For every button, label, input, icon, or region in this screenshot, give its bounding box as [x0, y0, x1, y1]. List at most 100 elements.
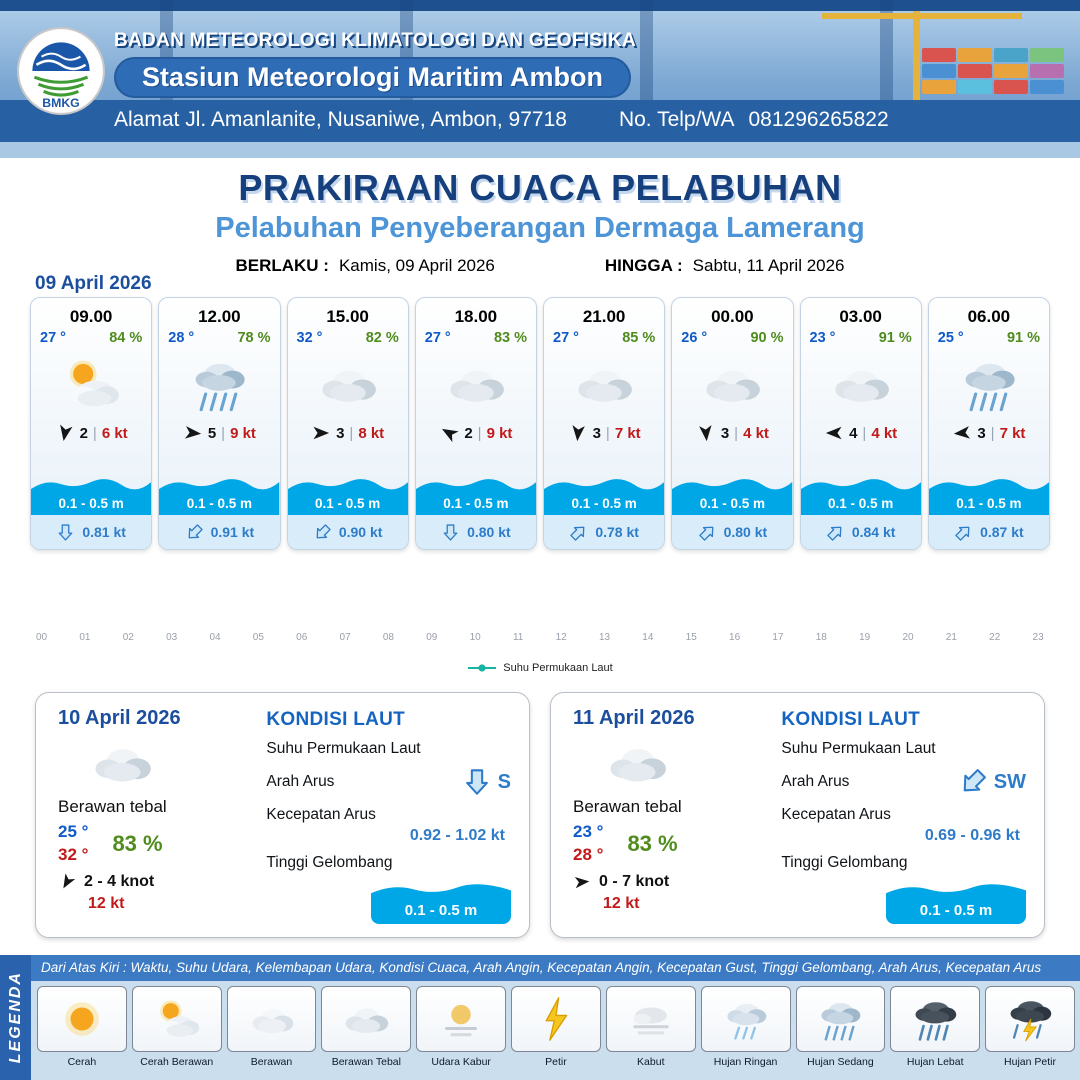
wave-band: 0.1 - 0.5 m — [159, 469, 280, 515]
bmkg-logo-icon: BMKG — [16, 26, 106, 116]
current-speed-value: 0.81 kt — [82, 524, 126, 540]
temperature-range: 23 ° 28 ° — [573, 821, 603, 867]
current-speed-value: 0.84 kt — [851, 524, 896, 540]
forecast-time: 21.00 — [582, 307, 626, 326]
wind-speed-value: 4 kt — [871, 424, 898, 442]
sst-chart: 00 01 02 03 04 05 06 07 08 09 10 11 12 13 14 15 16 17 18 19… — [30, 560, 1050, 690]
wind-speed-value: 9 kt — [486, 424, 513, 442]
hour-tick: 08 — [382, 632, 394, 643]
valid-to-label: HINGGA : — [604, 256, 683, 275]
header: BMKG BADAN METEOROLOGI KLIMATOLOGI DAN G… — [0, 0, 1080, 158]
humidity-value: 82 % — [365, 330, 399, 346]
wind-direction-icon — [436, 419, 463, 446]
wind-force-value: 5 — [207, 424, 217, 442]
sea-condition-heading: KONDISI LAUT — [266, 709, 406, 730]
humidity-value: 85 % — [622, 330, 656, 346]
legend-icon-box — [416, 986, 507, 1052]
legend-item-label: Hujan Sedang — [807, 1056, 874, 1068]
temp-humidity-block: 23 ° 28 ° 83 % — [573, 821, 781, 867]
hourly-forecast-card: 09.00 27 ° 84 % 2 | 6 kt 0.1 - 0.5 m — [30, 297, 153, 550]
current-speed-row: Kecepatan Arus — [266, 806, 511, 824]
address-text: Alamat Jl. Amanlanite, Nusaniwe, Ambon, … — [114, 108, 567, 131]
current-row: 0.80 kt — [672, 515, 793, 549]
header-address-band — [0, 100, 1080, 142]
hour-tick: 15 — [685, 632, 697, 643]
legend-item-label: Hujan Lebat — [906, 1056, 964, 1068]
wind-direction-icon — [695, 422, 717, 444]
sst-legend-label: Suhu Permukaan Laut — [503, 662, 613, 674]
hour-tick: 14 — [642, 632, 654, 643]
divider: | — [221, 424, 226, 442]
legend-icon-box — [795, 986, 886, 1052]
hour-tick: 01 — [79, 632, 91, 643]
forecast-time: 03.00 — [839, 307, 882, 326]
legend-item: Udara Kabur — [416, 986, 507, 1075]
hourly-forecast-card: 21.00 27 ° 85 % 3 | 7 kt 0.1 - 0.5 m — [543, 297, 666, 550]
temp-humidity-row: 27 ° 85 % — [544, 327, 664, 346]
wave-shape — [287, 479, 408, 515]
temp-min-value: 25 ° — [58, 822, 89, 841]
current-row: 0.80 kt — [415, 515, 536, 549]
validity-row: BERLAKU : Kamis, 09 April 2026 HINGGA : … — [0, 256, 1080, 276]
legend-item: Berawan — [226, 986, 317, 1075]
legend-icon-box — [700, 986, 791, 1052]
weather-icon — [544, 348, 664, 420]
weather-icon — [337, 996, 395, 1042]
current-row: 0.91 kt — [159, 515, 280, 549]
wave-shape — [928, 479, 1049, 515]
hourly-forecast-card: 06.00 25 ° 91 % 3 | 7 kt 0.1 - 0.5 m — [927, 297, 1050, 550]
phone-block: No. Telp/WA 081296265822 — [619, 108, 889, 132]
wave-height-value: 0.1 - 0.5 m — [571, 496, 637, 511]
sea-condition-column: KONDISI LAUT Suhu Permukaan Laut Arah Ar… — [781, 707, 1026, 925]
divider: | — [349, 424, 354, 442]
temperature-value: 28 ° — [168, 330, 195, 346]
current-direction-icon — [950, 519, 977, 546]
current-direction-icon — [565, 519, 592, 546]
sst-label: Suhu Permukaan Laut — [266, 740, 421, 757]
wave-band: 0.1 - 0.5 m — [31, 469, 152, 515]
wind-direction-icon — [311, 423, 331, 443]
crane-icon — [913, 11, 920, 103]
hour-axis: 00 01 02 03 04 05 06 07 08 09 10 11 12 13 14 15 16 17 18 19… — [36, 632, 1044, 643]
current-row: 0.90 kt — [287, 515, 408, 549]
legend-item-label: Petir — [545, 1056, 567, 1068]
wind-row: 4 | 4 kt — [801, 423, 921, 443]
hour-tick: 11 — [512, 632, 524, 643]
legend-item: Hujan Petir — [985, 986, 1075, 1075]
divider: | — [605, 424, 610, 442]
temp-max-value: 32 ° — [58, 844, 89, 864]
temperature-range: 25 ° 32 ° — [58, 821, 88, 867]
sst-row: Suhu Permukaan Laut — [781, 740, 1026, 758]
header-bottom-strip — [0, 142, 1080, 158]
current-speed-value: 0.90 kt — [338, 524, 383, 540]
legend-item: Petir — [511, 986, 601, 1075]
hour-tick: 21 — [945, 632, 957, 643]
current-speed-value: 0.80 kt — [467, 524, 511, 540]
hourly-forecast-card: 15.00 32 ° 82 % 3 | 8 kt 0.1 - 0.5 m — [286, 297, 409, 550]
legend-item: Hujan Ringan — [700, 986, 791, 1075]
legend-item: Cerah — [37, 986, 127, 1075]
current-speed-value: 0.87 kt — [980, 524, 1024, 540]
hour-tick: 22 — [989, 632, 1001, 643]
legend-title-bar: LEGENDA — [0, 955, 31, 1080]
wind-speed-value: 7 kt — [614, 424, 641, 442]
forecast-time: 06.00 — [967, 307, 1011, 326]
wave-shape — [672, 479, 793, 515]
wind-speed-value: 6 kt — [101, 424, 128, 442]
sst-label: Suhu Permukaan Laut — [781, 740, 936, 757]
weather-icon — [31, 348, 151, 420]
current-direction-icon — [441, 523, 460, 542]
wind-force-value: 3 — [592, 424, 601, 442]
weather-icon — [416, 348, 536, 420]
weather-icon — [801, 348, 921, 420]
legend-item: Cerah Berawan — [131, 986, 222, 1075]
weather-icon — [53, 996, 111, 1042]
valid-to-value: Sabtu, 11 April 2026 — [692, 256, 845, 275]
hour-tick: 09 — [426, 632, 438, 643]
wind-force-value: 3 — [977, 424, 986, 442]
current-direction-icon — [462, 767, 492, 797]
weather-icon — [243, 996, 301, 1042]
wind-direction-icon — [53, 421, 76, 444]
sea-condition-column: KONDISI LAUT Suhu Permukaan Laut Arah Ar… — [266, 707, 511, 925]
